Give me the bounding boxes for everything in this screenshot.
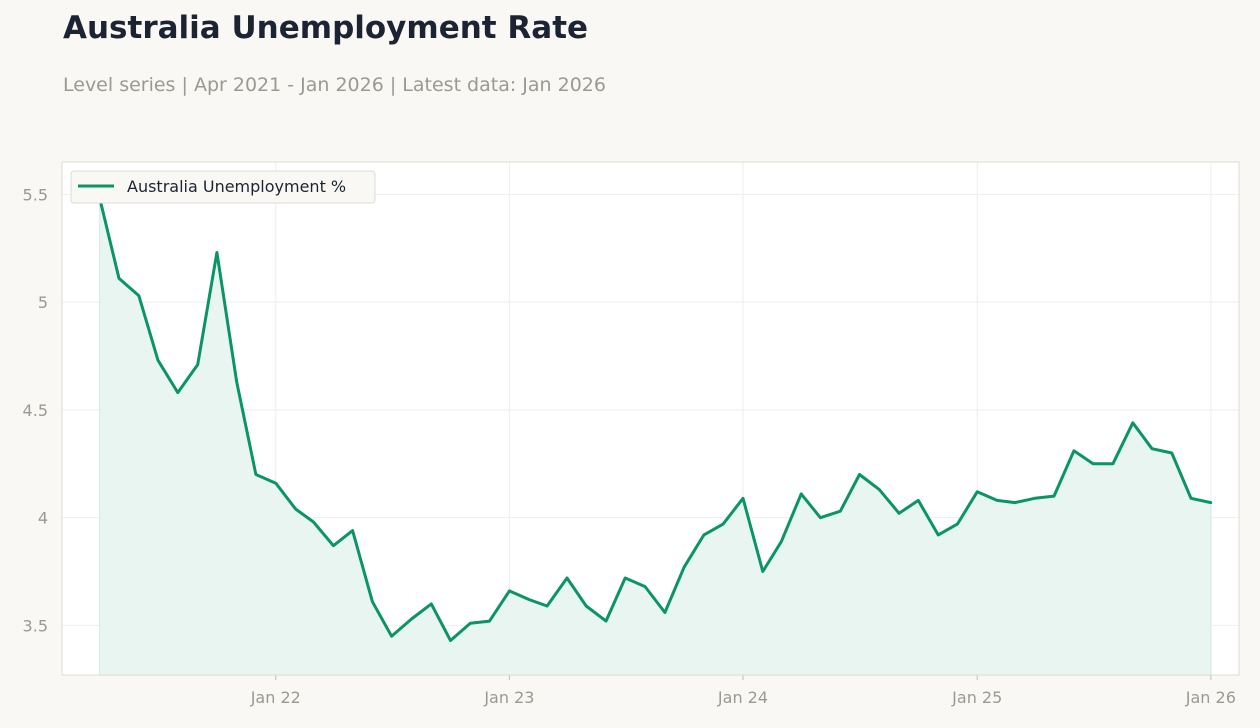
data-point	[1033, 496, 1037, 500]
y-tick-label: 4	[38, 509, 48, 528]
data-point	[1013, 501, 1017, 505]
data-point	[702, 533, 706, 537]
data-point	[274, 481, 278, 485]
data-point	[761, 570, 765, 574]
plot-frame	[61, 161, 1240, 676]
data-point	[916, 498, 920, 502]
data-point	[156, 358, 160, 362]
data-point	[312, 520, 316, 524]
data-point	[429, 602, 433, 606]
data-point	[897, 511, 901, 515]
series-area	[99, 198, 1211, 675]
data-point	[1170, 451, 1174, 455]
data-point	[721, 522, 725, 526]
data-point	[176, 391, 180, 395]
data-point	[936, 533, 940, 537]
data-point	[1189, 496, 1193, 500]
data-point	[1209, 501, 1213, 505]
data-point	[390, 634, 394, 638]
data-point	[779, 539, 783, 543]
x-tick-label: Jan 25	[951, 688, 1002, 707]
data-point	[799, 492, 803, 496]
data-point	[488, 619, 492, 623]
data-point	[351, 529, 355, 533]
x-tick-label: Jan 22	[250, 688, 301, 707]
x-tick-label: Jan 26	[1185, 688, 1236, 707]
data-point	[448, 639, 452, 643]
data-point	[1052, 494, 1056, 498]
data-point	[507, 589, 511, 593]
data-point	[1072, 449, 1076, 453]
data-point	[584, 604, 588, 608]
data-point	[604, 619, 608, 623]
data-point	[838, 509, 842, 513]
data-point	[975, 490, 979, 494]
data-point	[682, 565, 686, 569]
data-point	[545, 604, 549, 608]
x-tick-label: Jan 24	[717, 688, 768, 707]
data-point	[254, 473, 258, 477]
legend: Australia Unemployment %	[70, 170, 376, 204]
data-point	[196, 363, 200, 367]
data-point	[468, 621, 472, 625]
data-point	[955, 522, 959, 526]
y-axis: 3.5 4 4.5 5 5.5	[23, 185, 48, 635]
data-point	[331, 544, 335, 548]
data-point	[877, 488, 881, 492]
data-point	[663, 610, 667, 614]
chart-title: Australia Unemployment Rate	[63, 10, 589, 46]
data-point	[623, 576, 627, 580]
x-axis: Jan 22 Jan 23 Jan 24 Jan 25 Jan 26	[250, 675, 1236, 707]
y-tick-label: 4.5	[23, 401, 48, 420]
data-point	[294, 507, 298, 511]
data-point	[117, 276, 121, 280]
data-point	[565, 576, 569, 580]
data-point	[409, 617, 413, 621]
data-point	[857, 473, 861, 477]
data-point	[1111, 462, 1115, 466]
data-point	[215, 251, 219, 255]
data-point	[643, 585, 647, 589]
data-point	[527, 598, 531, 602]
legend-box	[70, 170, 376, 204]
data-point	[1091, 462, 1095, 466]
data-point	[1150, 447, 1154, 451]
y-tick-label: 5	[38, 293, 48, 312]
series-line	[98, 197, 1213, 642]
data-point	[741, 496, 745, 500]
chart-subtitle: Level series | Apr 2021 - Jan 2026 | Lat…	[63, 74, 606, 96]
data-point	[995, 498, 999, 502]
y-tick-label: 5.5	[23, 185, 48, 204]
data-point	[370, 600, 374, 604]
series-layer	[98, 197, 1213, 675]
data-point	[818, 516, 822, 520]
data-point	[1131, 421, 1135, 425]
legend-label: Australia Unemployment %	[127, 177, 346, 196]
data-point	[137, 294, 141, 298]
y-tick-label: 3.5	[23, 616, 48, 635]
x-tick-label: Jan 23	[483, 688, 534, 707]
data-point	[235, 380, 239, 384]
